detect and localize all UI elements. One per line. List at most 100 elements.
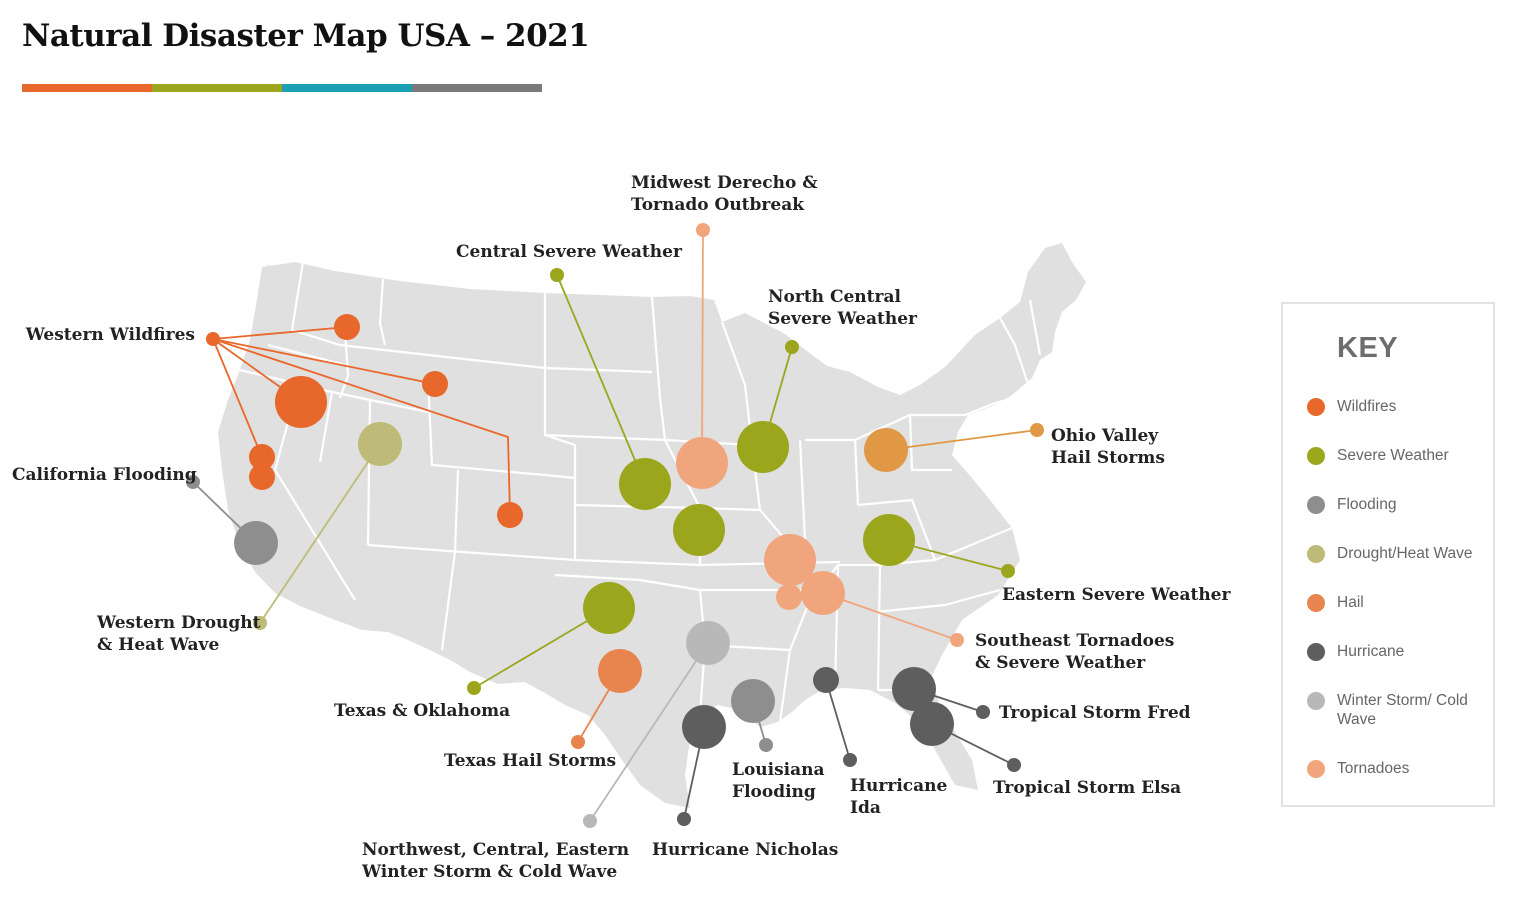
label-line: Western Wildfires <box>25 325 195 345</box>
event-bubble[interactable] <box>249 444 275 470</box>
event-bubble[interactable] <box>686 621 730 665</box>
event-bubble[interactable] <box>682 705 726 749</box>
leader-lines <box>192 229 1038 822</box>
key-item-drought-heat-wave: Drought/Heat Wave <box>1307 545 1487 563</box>
event-bubble[interactable] <box>583 582 635 634</box>
label-anchor-dot <box>976 705 990 719</box>
label-anchor-dot <box>696 223 710 237</box>
leader-line <box>212 338 511 516</box>
label-louisiana-flooding: Louisiana Flooding <box>732 759 825 803</box>
label-north-central-severe-weather: North Central Severe Weather <box>768 286 917 330</box>
label-anchor-dot <box>785 340 799 354</box>
key-item-severe-weather: Severe Weather <box>1307 447 1487 465</box>
label-tropical-storm-elsa: Tropical Storm Elsa <box>993 777 1181 799</box>
key-item-flooding: Flooding <box>1307 496 1487 514</box>
label-line: Hail Storms <box>1051 448 1165 468</box>
state-border-line <box>267 343 346 367</box>
label-line: Eastern Severe Weather <box>1002 585 1231 605</box>
key-item-tornadoes: Tornadoes <box>1307 760 1487 778</box>
title-color-bar <box>22 84 542 92</box>
state-border-line <box>367 543 701 567</box>
leader-line <box>212 338 436 385</box>
state-border-line <box>366 399 372 546</box>
state-border-line <box>440 469 460 651</box>
key-item-hail: Hail <box>1307 594 1487 612</box>
event-bubble[interactable] <box>813 667 839 693</box>
label-midwest-derecho: Midwest Derecho & Tornado Outbreak <box>631 172 818 216</box>
state-border-line <box>1028 299 1042 356</box>
label-hurricane-nicholas: Hurricane Nicholas <box>652 839 838 861</box>
map-key: KEY Wildfires Severe Weather Flooding Dr… <box>1281 302 1495 807</box>
hurricane-circle-icon <box>1307 643 1325 661</box>
key-label: Severe Weather <box>1337 447 1449 464</box>
event-bubble[interactable] <box>863 514 915 566</box>
key-title: KEY <box>1337 332 1399 364</box>
label-western-wildfires: Western Wildfires <box>20 324 195 346</box>
event-bubble[interactable] <box>764 534 816 586</box>
key-label: Hurricane <box>1337 643 1405 660</box>
label-anchor-dot <box>759 738 773 752</box>
label-line: Louisiana <box>732 760 825 780</box>
event-bubble[interactable] <box>598 649 642 693</box>
key-label: Wildfires <box>1337 398 1397 415</box>
event-bubble[interactable] <box>334 314 360 340</box>
label-line: Tropical Storm Elsa <box>993 778 1182 798</box>
key-label: Winter Storm/ Cold Wave <box>1337 692 1468 728</box>
event-bubble[interactable] <box>776 584 802 610</box>
leader-line <box>701 229 704 464</box>
event-bubble[interactable] <box>275 376 327 428</box>
leader-line <box>822 592 958 641</box>
event-bubble[interactable] <box>731 679 775 723</box>
winter-storm-circle-icon <box>1307 692 1325 710</box>
label-anchor-dot <box>1007 758 1021 772</box>
event-bubble[interactable] <box>673 504 725 556</box>
key-item-wildfires: Wildfires <box>1307 398 1487 416</box>
event-bubble[interactable] <box>801 571 845 615</box>
label-ohio-valley-hail-storms: Ohio Valley Hail Storms <box>1051 425 1165 469</box>
event-bubble[interactable] <box>864 428 908 472</box>
event-bubble[interactable] <box>234 521 278 565</box>
event-bubbles <box>186 223 1044 828</box>
severe-weather-circle-icon <box>1307 447 1325 465</box>
event-bubble[interactable] <box>358 422 402 466</box>
label-california-flooding: California Flooding <box>12 464 197 486</box>
title-bar-segment <box>22 84 152 92</box>
event-bubble[interactable] <box>910 702 954 746</box>
key-label: Hail <box>1337 594 1364 611</box>
label-eastern-severe-weather: Eastern Severe Weather <box>1002 584 1230 606</box>
event-bubble[interactable] <box>619 458 671 510</box>
key-item-hurricane: Hurricane <box>1307 643 1487 661</box>
hail-circle-icon <box>1307 594 1325 612</box>
label-tropical-storm-fred: Tropical Storm Fred <box>999 702 1191 724</box>
event-bubble[interactable] <box>422 371 448 397</box>
state-border-line <box>908 414 952 472</box>
label-line: & Severe Weather <box>975 653 1146 673</box>
state-border-line <box>290 261 546 370</box>
label-line: Southeast Tornadoes <box>975 631 1175 651</box>
label-anchor-dot <box>1030 423 1044 437</box>
label-anchor-dot <box>186 475 200 489</box>
event-bubble[interactable] <box>676 437 728 489</box>
label-line: & Heat Wave <box>97 635 220 655</box>
state-border-line <box>426 377 546 477</box>
label-anchor-dot <box>1001 564 1015 578</box>
label-hurricane-ida: Hurricane Ida <box>850 775 947 819</box>
label-line: Tropical Storm Fred <box>999 703 1191 723</box>
leader-line <box>212 338 263 458</box>
label-texas-hail-storms: Texas Hail Storms <box>444 750 616 772</box>
label-line: Texas Hail Storms <box>444 751 617 771</box>
label-southeast-tornadoes: Southeast Tornadoes & Severe Weather <box>975 630 1174 674</box>
event-bubble[interactable] <box>249 464 275 490</box>
label-anchor-dot <box>550 268 564 282</box>
key-label: Drought/Heat Wave <box>1337 545 1473 562</box>
title-bar-segment <box>282 84 412 92</box>
label-line: California Flooding <box>12 465 197 485</box>
label-line: Flooding <box>732 782 816 802</box>
event-bubble[interactable] <box>892 667 936 711</box>
event-bubble[interactable] <box>737 421 789 473</box>
label-line: Tornado Outbreak <box>631 195 804 215</box>
state-border-line <box>874 588 1001 614</box>
label-western-drought: Western Drought & Heat Wave <box>97 612 261 656</box>
event-bubble[interactable] <box>497 502 523 528</box>
